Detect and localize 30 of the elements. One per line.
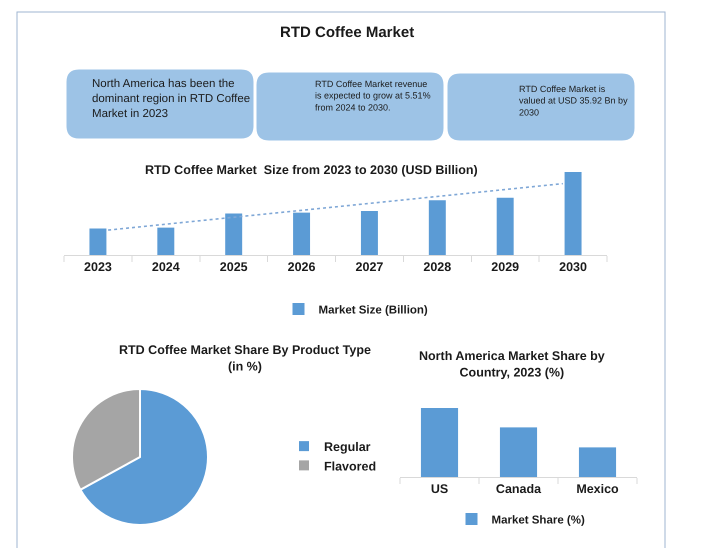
bar (564, 172, 582, 255)
x-tick-label: 2025 (220, 260, 248, 274)
chart-title: RTD Coffee Market Size from 2023 to 2030 (USD Billion) (145, 163, 478, 177)
text: RTD Coffee Market revenue is expected to grow at 5.51% from 2024 to 2030. (315, 79, 431, 112)
bar (496, 198, 514, 255)
x-tick-label: 2028 (423, 260, 452, 274)
x-tick-label: 2023 (84, 260, 112, 274)
chart-title: RTD Coffee Market Share By Product Type (in %) (119, 343, 371, 374)
x-tick-label: 2026 (288, 260, 316, 274)
legend-label: Regular (324, 440, 371, 454)
x-tick-label: Canada (496, 482, 542, 496)
bar (225, 214, 242, 255)
bar (293, 212, 310, 255)
legend-label: Flavored (324, 459, 376, 474)
x-tick-label: US (430, 482, 448, 496)
chart-title: North America Market Share by Country, 2023 (%) (419, 349, 605, 380)
x-tick-label: 2027 (356, 260, 384, 274)
legend-label: Market Size (Billion) (318, 304, 428, 316)
x-tick-label: 2029 (491, 260, 520, 274)
legend-label: Market Share (%) (492, 514, 585, 526)
x-tick-label: 2030 (559, 260, 588, 274)
bar (89, 228, 106, 255)
bar (157, 228, 174, 255)
text: RTD Coffee Market (280, 24, 414, 41)
bar (428, 200, 446, 255)
x-tick-label: 2024 (152, 260, 180, 274)
x-tick-label: Mexico (576, 482, 620, 496)
text: North America has been the dominant region in RTD Coffee Market in 2023 (92, 78, 250, 120)
bar (360, 211, 378, 255)
text: RTD Coffee Market is valued at USD 35.92 Bn by 2030 (519, 84, 628, 118)
